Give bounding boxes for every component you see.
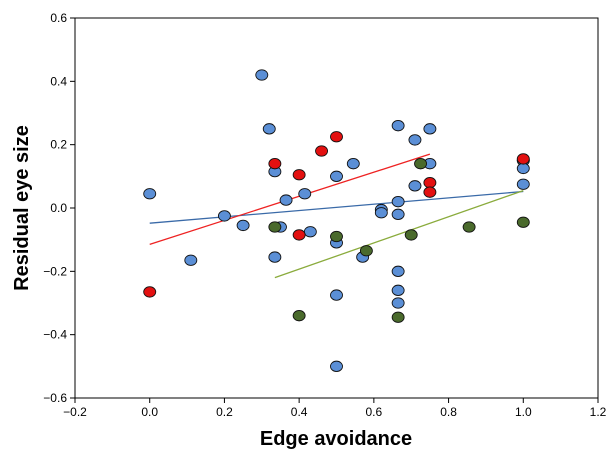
trend-line-series-0: [149, 190, 524, 224]
data-point-series-0: [391, 196, 405, 208]
x-tick-label: 1.2: [590, 405, 607, 419]
x-tick-label: 0.6: [366, 405, 383, 419]
data-point-series-0: [143, 188, 157, 200]
y-tick-label: −0.2: [43, 264, 67, 278]
data-point-series-1: [292, 229, 306, 241]
data-point-series-2: [268, 221, 282, 233]
data-point-series-1: [292, 169, 306, 181]
data-point-series-2: [330, 230, 343, 243]
data-point-series-0: [391, 120, 405, 132]
x-tick-label: 0.0: [141, 405, 158, 419]
y-axis-title: Residual eye size: [11, 125, 33, 291]
y-tick-label: 0.2: [50, 138, 67, 152]
data-point-series-0: [298, 188, 312, 200]
data-point-series-0: [303, 226, 317, 238]
data-point-series-0: [330, 360, 343, 372]
data-point-series-0: [268, 251, 282, 263]
x-tick-label: −0.2: [63, 405, 87, 419]
data-point-series-0: [408, 180, 422, 192]
x-tick-label: 0.4: [291, 405, 308, 419]
data-point-series-0: [391, 265, 405, 277]
data-point-series-0: [391, 208, 405, 220]
data-point-series-0: [391, 284, 405, 296]
data-point-series-0: [184, 254, 198, 266]
data-point-series-0: [255, 69, 269, 81]
data-point-series-2: [391, 311, 405, 323]
data-point-series-1: [315, 145, 329, 157]
data-point-series-0: [374, 207, 388, 219]
data-point-series-0: [516, 178, 530, 190]
data-point-series-2: [462, 221, 476, 233]
x-axis-title: Edge avoidance: [260, 428, 412, 450]
data-point-series-0: [391, 297, 405, 309]
axis-ticks: [70, 17, 599, 403]
x-tick-label: 1.0: [515, 405, 532, 419]
data-point-series-1: [516, 153, 530, 165]
x-tick-label: 0.2: [216, 405, 233, 419]
data-point-series-1: [143, 286, 157, 298]
data-point-series-1: [423, 186, 437, 198]
data-point-series-0: [236, 219, 250, 232]
data-points: [143, 69, 530, 372]
y-tick-label: −0.6: [43, 391, 67, 405]
data-point-series-2: [404, 229, 418, 241]
data-point-series-0: [262, 123, 276, 135]
x-tick-label: 0.8: [440, 405, 457, 419]
y-tick-label: 0.6: [50, 11, 67, 25]
y-tick-label: 0.0: [50, 201, 67, 215]
data-point-series-1: [423, 177, 437, 189]
data-point-series-0: [217, 210, 231, 222]
data-point-series-0: [279, 194, 293, 206]
y-tick-label: 0.4: [50, 74, 67, 88]
data-point-series-1: [268, 158, 282, 170]
tick-labels: −0.2 0.0 0.2 0.4 0.6 0.8 1.0 1.2 −0.6 −0.4 −0.2 0.0…: [43, 11, 606, 419]
trend-line-series-2: [274, 189, 524, 279]
data-point-series-1: [330, 131, 343, 143]
data-point-series-2: [359, 245, 373, 257]
data-point-series-2: [414, 158, 428, 170]
data-point-series-0: [346, 158, 360, 170]
y-tick-label: −0.4: [43, 328, 67, 342]
data-point-series-0: [423, 123, 437, 135]
data-point-series-0: [330, 170, 343, 182]
data-point-series-0: [330, 289, 343, 301]
data-point-series-0: [408, 134, 422, 146]
data-point-series-2: [516, 216, 530, 228]
data-point-series-2: [292, 310, 306, 322]
data-point-series-0: [516, 162, 530, 175]
